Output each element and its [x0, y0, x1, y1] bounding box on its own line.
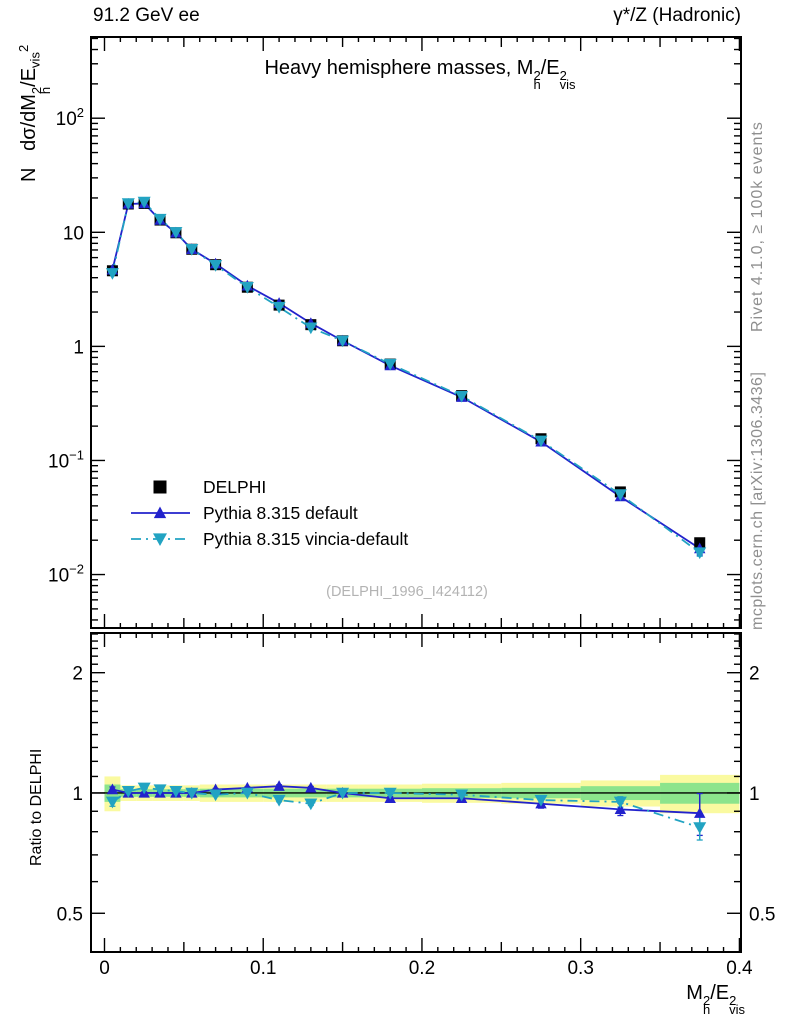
svg-text:0.3: 0.3 — [567, 958, 593, 979]
mc-curve — [111, 201, 701, 554]
main-panel-frame — [90, 36, 742, 629]
plot-title: Heavy hemisphere masses, M 2 h/E 2 vis — [264, 57, 576, 93]
legend-label: Pythia 8.315 default — [203, 503, 358, 523]
beam-energy-label: 91.2 GeV ee — [93, 5, 200, 26]
mc-ratio-curve — [112, 785, 700, 815]
svg-text:1: 1 — [72, 784, 83, 805]
svg-text:102: 102 — [56, 105, 84, 130]
mc-curve — [111, 202, 701, 550]
x-axis-title: M 2 h/E 2 vis — [686, 982, 745, 1018]
svg-text:2: 2 — [749, 664, 760, 685]
analysis-id-watermark: (DELPHI_1996_I424112) — [326, 584, 488, 600]
svg-text:0.5: 0.5 — [749, 904, 775, 925]
svg-text:2: 2 — [72, 664, 83, 685]
mc-ratio-curve — [111, 786, 701, 829]
svg-text:0.2: 0.2 — [409, 958, 435, 979]
main-panel-series — [105, 196, 707, 560]
legend: DELPHI Pythia 8.315 default Pythia 8.315 v… — [131, 477, 408, 549]
svg-text:1: 1 — [749, 784, 760, 805]
svg-text:0.4: 0.4 — [726, 958, 753, 979]
axis-tick-labels: 102 10 1 10−1 10−2 2 2 1 1 0.5 0.5 0 0.1 0.2 0.3 0.4 — [48, 105, 775, 979]
svg-text:10: 10 — [63, 223, 84, 244]
mcplots-attribution: mcplots.cern.ch [arXiv:1306.3436] — [749, 371, 766, 630]
svg-text:10−2: 10−2 — [48, 562, 84, 587]
ratio-y-axis-title: Ratio to DELPHI — [28, 748, 45, 866]
legend-label: DELPHI — [203, 477, 266, 497]
svg-text:0.5: 0.5 — [57, 904, 83, 925]
legend-label: Pythia 8.315 vincia-default — [203, 529, 408, 549]
svg-text:1: 1 — [73, 337, 84, 358]
svg-text:10−1: 10−1 — [48, 447, 84, 472]
axis-ticks — [91, 37, 741, 953]
svg-text:0: 0 — [99, 958, 110, 979]
y-axis-title: N dσ/dM 2 h/Evis2 — [16, 44, 54, 182]
rivet-version-note: Rivet 4.1.0, ≥ 100k events — [749, 121, 766, 332]
process-label: γ*/Z (Hadronic) — [613, 5, 741, 26]
ratio-panel-series — [105, 780, 707, 841]
svg-text:0.1: 0.1 — [250, 958, 276, 979]
